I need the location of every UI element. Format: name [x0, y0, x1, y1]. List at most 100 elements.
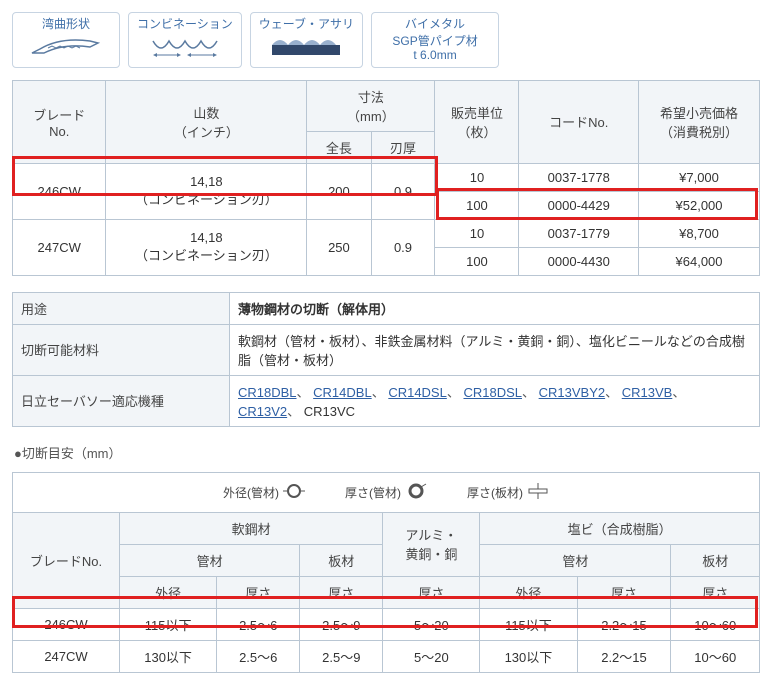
- c-no: 246CW: [13, 608, 120, 640]
- guide-thk-plate: 厚さ(板材): [467, 483, 549, 502]
- feature-cards: 湾曲形状 コンビネーション ウェーブ・アサリ バイメタル SGP管パイプ材 t …: [12, 12, 760, 68]
- spec-table: ブレード No. 山数 （インチ） 寸法 （mm） 販売単位 （枚） コードNo…: [12, 80, 760, 276]
- guide-od: 外径(管材): [223, 483, 305, 502]
- feature-card-wave: ウェーブ・アサリ: [250, 12, 363, 68]
- th-pvc-pipe: 管材: [480, 544, 671, 576]
- th-s-od: 外径: [120, 576, 217, 608]
- cut-table-wrap: 外径(管材) 厚さ(管材) 厚さ(板材) ブレードNo. 軟鋼材 アルミ・ 黄銅…: [12, 472, 760, 673]
- model-link[interactable]: CR14DSL: [388, 385, 447, 400]
- model-link[interactable]: CR18DSL: [463, 385, 522, 400]
- c-spt: 2.5～9: [300, 608, 383, 640]
- cell-materials: 軟鋼材（管材・板材）、非鉄金属材料（アルミ・黄銅・銅）、塩化ビニールなどの合成樹…: [230, 324, 760, 375]
- cell-code: 0037-1778: [519, 163, 639, 191]
- usage-table: 用途 薄物鋼材の切断（解体用） 切断可能材料 軟鋼材（管材・板材）、非鉄金属材料…: [12, 292, 760, 427]
- th-blade: ブレードNo.: [13, 512, 120, 608]
- bimetal-sub2: t 6.0mm: [413, 48, 456, 62]
- cell-code: 0037-1779: [519, 219, 639, 247]
- cell-teeth: 14,18 （コンビネーション刃）: [106, 163, 307, 219]
- th-alloy: アルミ・ 黄銅・銅: [383, 512, 480, 576]
- guide-od-label: 外径(管材): [223, 484, 279, 501]
- cell-code: 0000-4430: [519, 247, 639, 275]
- separator: 、: [297, 385, 314, 400]
- bimetal-sub: SGP管パイプ材 t 6.0mm: [392, 34, 477, 63]
- th-s-plate-thk: 厚さ: [300, 576, 383, 608]
- cell-code: 0000-4429: [519, 191, 639, 219]
- model-link[interactable]: CR13VBY2: [539, 385, 605, 400]
- th-models: 日立セーバソー適応機種: [13, 375, 230, 426]
- pipe-od-icon: [283, 483, 305, 502]
- teeth-top: 14,18: [190, 174, 223, 189]
- model-plain: CR13VC: [304, 404, 355, 419]
- th-p-od: 外径: [480, 576, 577, 608]
- guide-thk-pipe: 厚さ(管材): [345, 483, 427, 502]
- cell-unit: 100: [435, 247, 519, 275]
- c-pod: 115以下: [480, 608, 577, 640]
- th-a-thk: 厚さ: [383, 576, 480, 608]
- cell-models: CR18DBL、 CR14DBL、 CR14DSL、 CR18DSL、 CR13…: [230, 375, 760, 426]
- cell-unit: 10: [435, 163, 519, 191]
- feature-label: コンビネーション: [137, 15, 233, 32]
- cell-unit: 100: [435, 191, 519, 219]
- spec-table-wrap: ブレード No. 山数 （インチ） 寸法 （mm） 販売単位 （枚） コードNo…: [12, 80, 760, 276]
- bimetal-sub1: SGP管パイプ材: [392, 34, 477, 48]
- th-dim-len: 全長: [307, 131, 371, 163]
- teeth-bot: （コンビネーション刃）: [135, 248, 278, 263]
- cell-price: ¥52,000: [639, 191, 760, 219]
- combination-icon: [149, 34, 221, 60]
- th-s-thk: 厚さ: [217, 576, 300, 608]
- c-sod: 130以下: [120, 640, 217, 672]
- separator: 、: [605, 385, 622, 400]
- cell-unit: 10: [435, 219, 519, 247]
- cell-len: 200: [307, 163, 371, 219]
- th-dim-thk: 刃厚: [371, 131, 435, 163]
- model-link[interactable]: CR13VB: [622, 385, 673, 400]
- guide-row: 外径(管材) 厚さ(管材) 厚さ(板材): [13, 472, 760, 512]
- th-code: コードNo.: [519, 80, 639, 163]
- cell-teeth: 14,18 （コンビネーション刃）: [106, 219, 307, 275]
- th-steel: 軟鋼材: [120, 512, 383, 544]
- c-spt: 2.5～9: [300, 640, 383, 672]
- cell-len: 250: [307, 219, 371, 275]
- spec-row: 246CW 14,18 （コンビネーション刃） 200 0.9 10 0037-…: [13, 163, 760, 191]
- use-value: 薄物鋼材の切断（解体用）: [238, 302, 394, 317]
- th-dim: 寸法 （mm）: [307, 80, 435, 131]
- separator: 、: [522, 385, 539, 400]
- separator: 、: [287, 404, 304, 419]
- guide-thk-plate-label: 厚さ(板材): [467, 484, 523, 501]
- c-pt: 2.2～15: [577, 608, 671, 640]
- cell-price: ¥64,000: [639, 247, 760, 275]
- th-steel-pipe: 管材: [120, 544, 300, 576]
- model-link[interactable]: CR14DBL: [313, 385, 372, 400]
- cell-blade-no: 246CW: [13, 163, 106, 219]
- c-st: 2.5～6: [217, 608, 300, 640]
- guide-thk-pipe-label: 厚さ(管材): [345, 484, 401, 501]
- feature-label: 湾曲形状: [42, 15, 90, 32]
- feature-card-curve: 湾曲形状: [12, 12, 120, 68]
- feature-card-bimetal: バイメタル SGP管パイプ材 t 6.0mm: [371, 12, 499, 68]
- c-st: 2.5～6: [217, 640, 300, 672]
- pipe-thk-icon: [405, 483, 427, 502]
- cut-table: 外径(管材) 厚さ(管材) 厚さ(板材) ブレードNo. 軟鋼材 アルミ・ 黄銅…: [12, 472, 760, 673]
- c-ppt: 10～60: [671, 608, 760, 640]
- cut-section-title: ●切断目安（mm）: [14, 443, 760, 462]
- c-ppt: 10～60: [671, 640, 760, 672]
- spec-row: 247CW 14,18 （コンビネーション刃） 250 0.9 10 0037-…: [13, 219, 760, 247]
- separator: 、: [447, 385, 464, 400]
- th-use: 用途: [13, 292, 230, 324]
- feature-card-combination: コンビネーション: [128, 12, 242, 68]
- th-materials: 切断可能材料: [13, 324, 230, 375]
- cut-row: 247CW 130以下 2.5～6 2.5～9 5～20 130以下 2.2～1…: [13, 640, 760, 672]
- teeth-top: 14,18: [190, 230, 223, 245]
- c-at: 5～20: [383, 608, 480, 640]
- separator: 、: [372, 385, 389, 400]
- c-sod: 115以下: [120, 608, 217, 640]
- th-steel-plate: 板材: [300, 544, 383, 576]
- c-no: 247CW: [13, 640, 120, 672]
- model-link[interactable]: CR18DBL: [238, 385, 297, 400]
- model-link[interactable]: CR13V2: [238, 404, 287, 419]
- cell-thk: 0.9: [371, 219, 435, 275]
- c-at: 5～20: [383, 640, 480, 672]
- cell-price: ¥7,000: [639, 163, 760, 191]
- th-unit: 販売単位 （枚）: [435, 80, 519, 163]
- c-pod: 130以下: [480, 640, 577, 672]
